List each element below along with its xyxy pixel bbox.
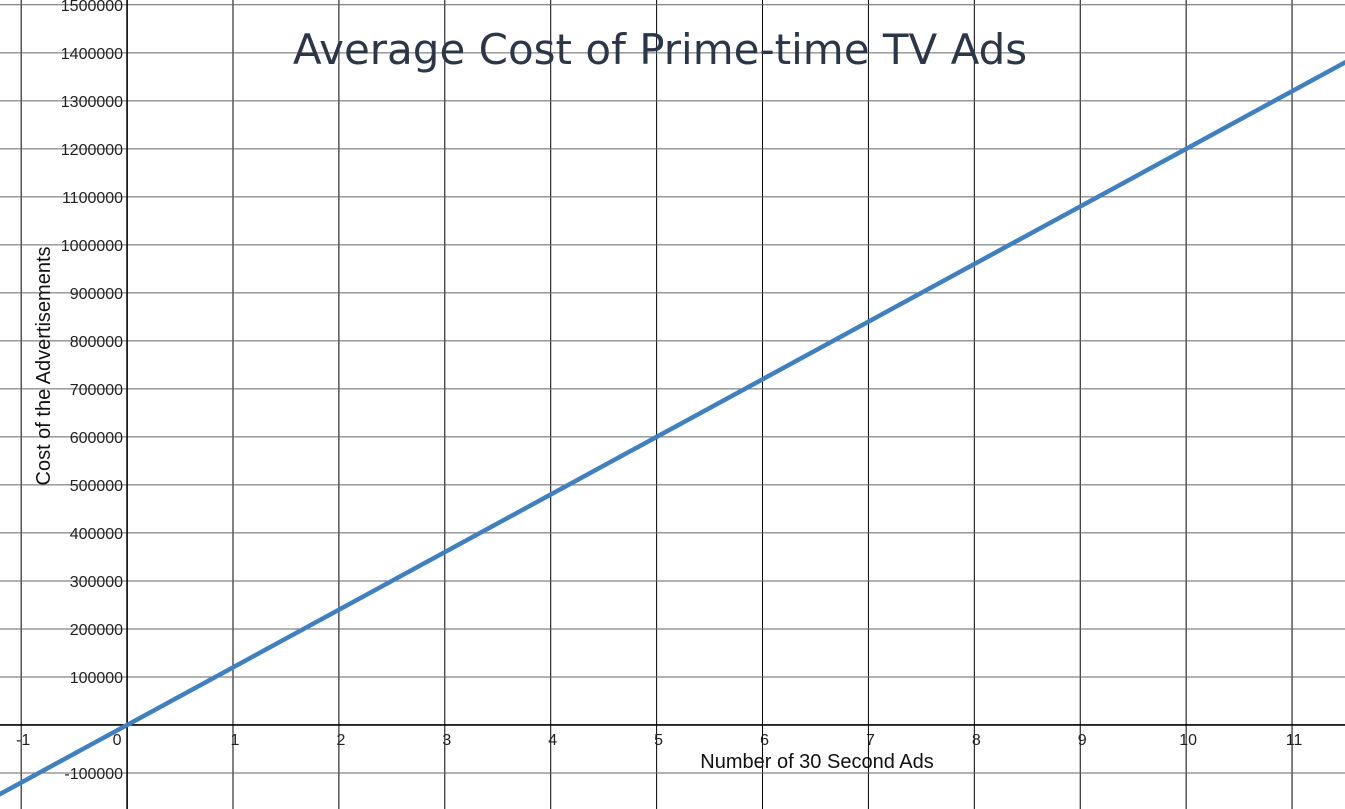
x-tick-label: 6: [760, 732, 769, 749]
x-tick-label: 9: [1078, 732, 1087, 749]
y-tick-label: 700000: [70, 382, 123, 399]
x-tick-label: 4: [548, 732, 557, 749]
x-axis-label: Number of 30 Second Ads: [700, 751, 933, 773]
x-tick-label: 5: [654, 732, 663, 749]
y-tick-label: 800000: [70, 334, 123, 351]
y-tick-label: 1100000: [62, 190, 123, 207]
chart-title: Average Cost of Prime-time TV Ads: [293, 25, 1027, 74]
y-tick-label: 500000: [70, 478, 123, 495]
x-tick-label: 8: [972, 732, 981, 749]
y-tick-label: 1300000: [61, 94, 123, 111]
y-tick-label: 1500000: [61, 0, 123, 15]
tick-labels: -1 0 1 2 3 4 5 6 7 8 9 10 11 -100000 100000 200000 30000…: [16, 0, 1302, 783]
x-tick-label: -1: [16, 732, 30, 749]
series-line: [0, 60, 1345, 797]
y-tick-label: 400000: [70, 526, 123, 543]
x-tick-label: 3: [442, 732, 451, 749]
y-tick-label: 1400000: [61, 46, 123, 63]
y-tick-label: 200000: [70, 622, 123, 639]
y-tick-label: -100000: [64, 766, 123, 783]
y-tick-label: 1000000: [61, 238, 123, 255]
x-tick-label: 1: [231, 732, 240, 749]
x-tick-label: 2: [336, 732, 345, 749]
y-tick-label: 900000: [70, 286, 123, 303]
series-layer: [0, 60, 1345, 797]
y-axis-label: Cost of the Advertisements: [33, 246, 55, 485]
x-tick-label: 11: [1286, 732, 1303, 749]
y-tick-label: 1200000: [61, 142, 123, 159]
x-tick-label: 10: [1179, 732, 1197, 749]
x-tick-label: 0: [113, 732, 122, 749]
x-tick-label: 7: [866, 732, 875, 749]
y-tick-label: 600000: [70, 430, 123, 447]
y-tick-label: 300000: [70, 574, 123, 591]
y-tick-label: 100000: [70, 670, 123, 687]
